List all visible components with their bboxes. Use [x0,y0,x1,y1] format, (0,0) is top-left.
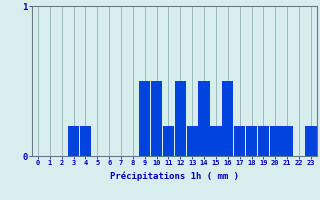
Bar [175,81,186,156]
X-axis label: Précipitations 1h ( mm ): Précipitations 1h ( mm ) [110,172,239,181]
Bar [282,126,293,156]
Bar [234,126,245,156]
Bar [305,126,316,156]
Bar [163,126,174,156]
Bar [210,126,221,156]
Bar [187,126,198,156]
Bar [270,126,281,156]
Bar [246,126,257,156]
Bar [258,126,269,156]
Bar [222,81,233,156]
Bar [68,126,79,156]
Bar [198,81,210,156]
Bar [80,126,91,156]
Bar [151,81,162,156]
Bar [139,81,150,156]
